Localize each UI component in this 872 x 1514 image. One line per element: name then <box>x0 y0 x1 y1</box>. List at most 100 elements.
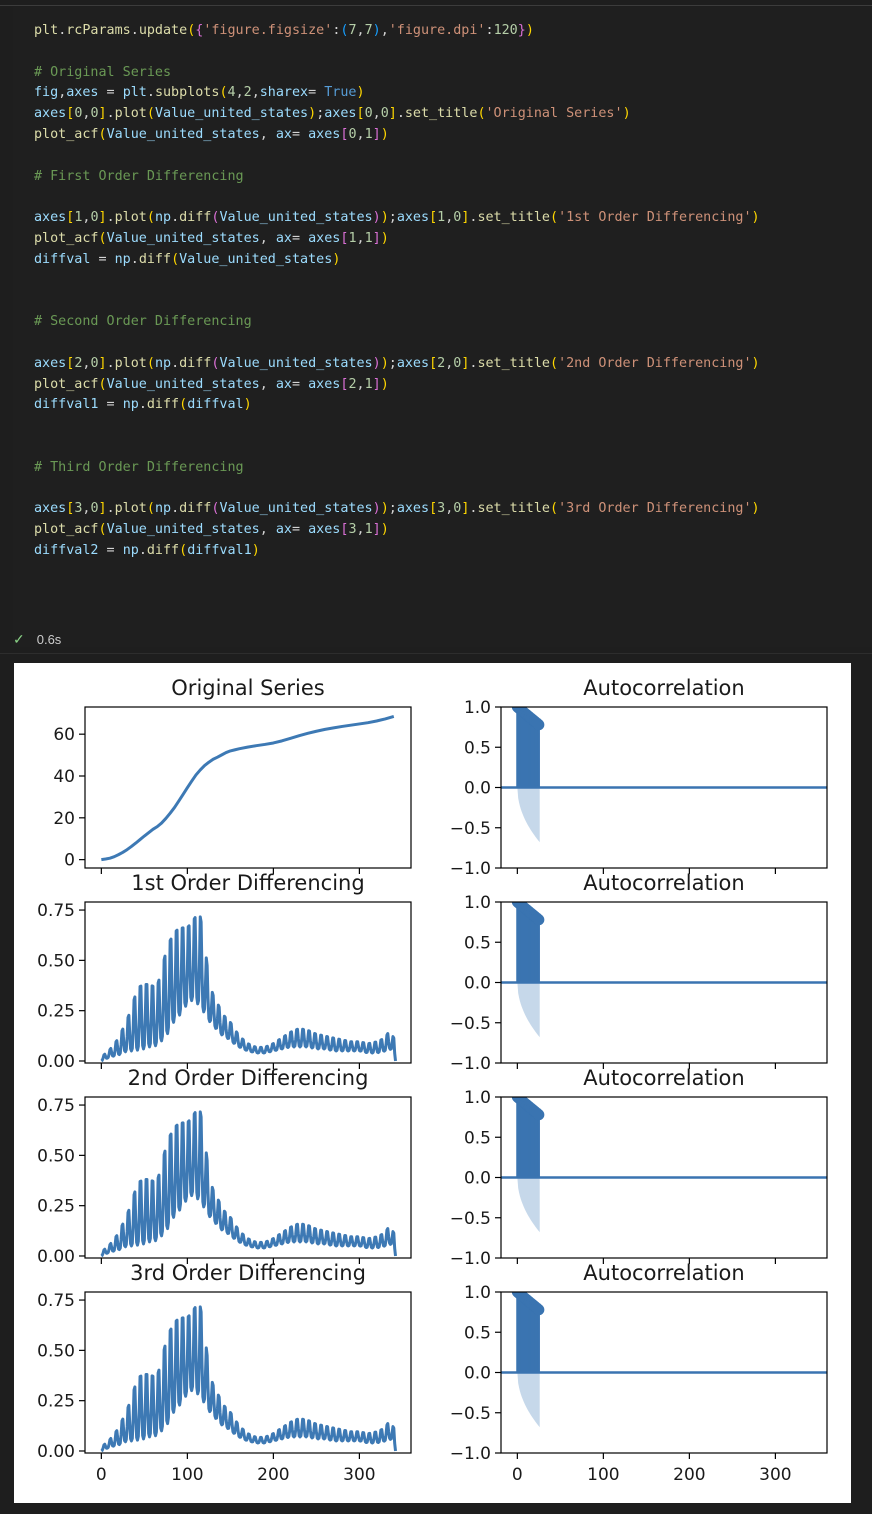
series-line <box>101 714 395 862</box>
code-token: Value_united_states <box>154 106 309 122</box>
code-token: axes <box>396 355 430 371</box>
plot-area <box>501 1292 827 1428</box>
y-tick-label: −1.0 <box>450 859 491 879</box>
code-line: # Original Series <box>34 63 760 84</box>
code-token: np <box>154 210 172 226</box>
code-token: , <box>251 85 260 101</box>
code-line <box>34 187 760 208</box>
code-token: , <box>259 522 276 538</box>
y-tick-label: 0.25 <box>37 1197 75 1217</box>
series-line <box>100 1305 398 1453</box>
code-token: ) <box>751 210 760 226</box>
code-token: ( <box>211 501 220 517</box>
code-token: , <box>82 501 91 517</box>
subplot-title: Autocorrelation <box>583 1066 744 1090</box>
code-token: plot <box>114 355 147 371</box>
code-token: [ <box>429 210 438 226</box>
code-token: 0 <box>90 210 99 226</box>
code-token: : <box>332 23 341 38</box>
code-token: 3 <box>348 522 357 538</box>
axes-frame <box>84 901 412 1064</box>
code-line <box>34 437 760 458</box>
y-tick-label: 0.00 <box>37 1442 75 1462</box>
code-token: '2nd Order Differencing' <box>558 355 752 371</box>
code-token: ) <box>243 397 252 413</box>
code-line: plot_acf(Value_united_states, ax= axes[1… <box>34 229 760 250</box>
code-token: 2 <box>74 355 83 371</box>
code-token: ) <box>356 85 365 101</box>
subplot-title: 3rd Order Differencing <box>130 1261 366 1285</box>
acf-marker <box>533 1304 545 1316</box>
code-token: diff <box>146 542 180 558</box>
subplot-title: 1st Order Differencing <box>131 871 364 895</box>
code-cell[interactable]: plt.rcParams.update({'figure.figsize':(7… <box>13 7 872 647</box>
code-token: , <box>356 522 365 538</box>
code-token: 0 <box>453 501 462 517</box>
code-token: ( <box>187 23 196 38</box>
code-token: . <box>469 355 478 371</box>
code-token: True <box>324 85 357 101</box>
subplot-title: Original Series <box>171 676 324 700</box>
y-tick-label: 0.50 <box>37 1341 75 1361</box>
code-token: ) <box>308 106 317 122</box>
code-token: ax <box>275 376 292 392</box>
code-token: [ <box>340 376 349 392</box>
code-token: 7 <box>348 23 357 38</box>
code-token: plot_acf <box>34 376 99 392</box>
code-token: ) <box>380 376 389 392</box>
code-token: Value_united_states <box>219 355 373 371</box>
code-token: 0 <box>90 106 99 122</box>
code-token: [ <box>340 126 349 142</box>
code-token: # Original Series <box>34 64 172 80</box>
y-tick-label: 0.5 <box>464 1323 491 1343</box>
x-tick-label: 100 <box>587 1465 619 1485</box>
code-token: ( <box>550 355 559 371</box>
plot-area <box>100 1110 398 1258</box>
code-token: 4 <box>227 85 236 101</box>
code-token: ] <box>372 126 381 142</box>
code-token: # First Order Differencing <box>34 168 244 184</box>
x-tick-label: 100 <box>171 1465 203 1485</box>
y-tick-label: −1.0 <box>450 1444 491 1464</box>
y-tick-label: −0.5 <box>450 1209 491 1229</box>
code-token: [ <box>66 210 75 226</box>
x-tick-label: 200 <box>673 1465 705 1485</box>
code-token: axes <box>324 106 357 122</box>
code-token: ] <box>461 355 470 371</box>
code-token: ( <box>179 542 188 558</box>
code-token: set_title <box>404 106 478 122</box>
code-token: , <box>82 210 91 226</box>
code-token: plot_acf <box>34 230 99 246</box>
y-tick-label: 0.5 <box>464 933 491 953</box>
code-token: . <box>106 210 115 226</box>
code-token: , <box>445 501 454 517</box>
code-token: = <box>90 251 115 267</box>
code-token: { <box>195 23 204 38</box>
series-line <box>100 915 398 1063</box>
y-tick-label: 0.00 <box>37 1247 75 1267</box>
code-token: ] <box>98 106 107 122</box>
code-token: Value_united_states <box>106 522 260 538</box>
code-token: ( <box>98 126 107 142</box>
y-tick-label: 60 <box>53 725 75 745</box>
code-token: ) <box>622 106 631 122</box>
acf-marker <box>533 1109 545 1121</box>
code-token: 0 <box>74 106 83 122</box>
code-token: . <box>171 210 180 226</box>
code-token: 'Original Series' <box>485 106 623 122</box>
y-tick-label: 0.25 <box>37 1392 75 1412</box>
code-editor[interactable]: plt.rcParams.update({'figure.figsize':(7… <box>34 21 760 562</box>
code-token: plt <box>122 85 147 101</box>
code-token: 1 <box>364 522 373 538</box>
y-tick-label: 0.5 <box>464 738 491 758</box>
code-token: '3rd Order Differencing' <box>558 501 752 517</box>
code-token: , <box>259 126 276 142</box>
code-token: 1 <box>348 230 357 246</box>
code-token: axes <box>34 106 67 122</box>
y-tick-label: 0.75 <box>37 901 75 921</box>
code-token: = <box>292 126 309 142</box>
code-token: , <box>58 85 67 101</box>
code-token: plot_acf <box>34 126 99 142</box>
code-token: = <box>292 230 309 246</box>
code-token: ] <box>372 230 381 246</box>
